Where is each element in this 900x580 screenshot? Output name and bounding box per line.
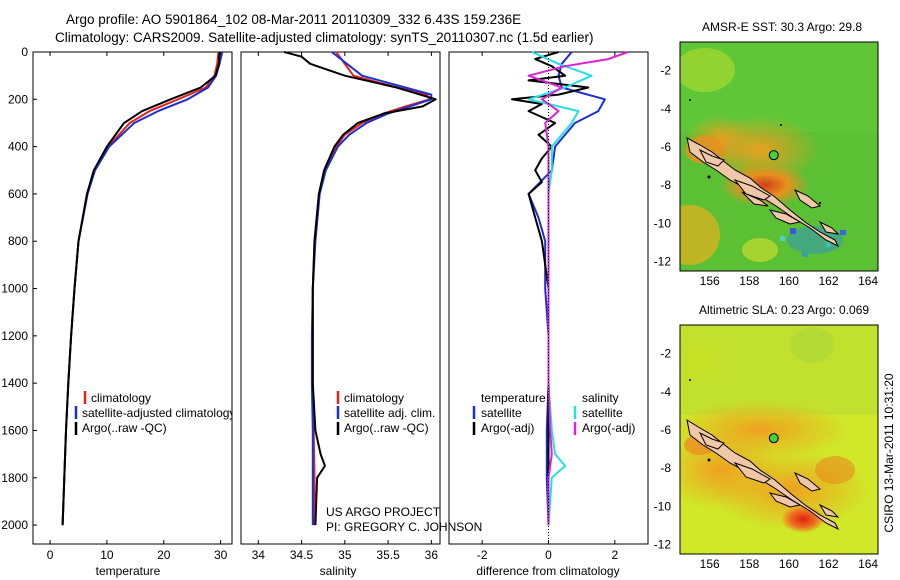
salinity-xtick-label: 36 [425, 548, 439, 562]
altimetric-sla-ytick-label: -12 [654, 537, 672, 551]
amsre-sst-xtick-label: 164 [858, 274, 878, 288]
temperature-series-blue [61, 51, 224, 526]
temperature-xtick-label: 0 [47, 548, 54, 562]
temperature-series-black [61, 51, 221, 526]
legend-label-argo: Argo(..raw -QC) [82, 421, 167, 435]
sst-map-frame [679, 41, 879, 272]
legend-label-temp-satellite: satellite [481, 406, 522, 420]
altimetric-sla-ytick-label: -6 [660, 423, 671, 437]
project-credit: US ARGO PROJECT [326, 505, 441, 519]
sst-argo-marker [768, 150, 779, 161]
legend-label-sal-satellite: satellite [582, 406, 623, 420]
salinity-xtick-label: 34.5 [290, 548, 314, 562]
temperature-xtick-label: 10 [100, 548, 114, 562]
header-line-2: Climatology: CARS2009. Satellite-adjuste… [55, 30, 594, 45]
difference-xtick-label: -2 [477, 548, 488, 562]
difference-legend: temperature salinity satellite Argo(-adj… [472, 391, 635, 435]
salinity-series-blue [310, 51, 433, 526]
altimetric-sla-ytick-label: -2 [660, 347, 671, 361]
temperature-ytick-label: 800 [8, 234, 28, 248]
salinity-legend: climatology satellite adj. clim. Argo(..… [336, 391, 435, 435]
salinity-xtick-label: 35.5 [376, 548, 400, 562]
sst-map-title: AMSR-E SST: 30.3 Argo: 29.8 [702, 20, 862, 34]
temperature-series-red [61, 51, 220, 526]
legend-label-argo: Argo(..raw -QC) [344, 421, 429, 435]
legend-overflow-mask [232, 395, 243, 425]
temperature-ytick-label: 600 [8, 187, 28, 201]
amsre-sst-ytick-label: -2 [660, 64, 671, 78]
temperature-ytick-label: 1600 [1, 423, 28, 437]
sla-argo-marker [768, 433, 779, 444]
amsre-sst-ytick-label: -10 [654, 216, 672, 230]
salinity-xtick-label: 35 [338, 548, 352, 562]
legend-label-satellite-adjusted: satellite-adjusted climatology [82, 406, 235, 420]
altimetric-sla-xtick-label: 164 [858, 557, 878, 571]
temperature-panel [32, 51, 233, 545]
amsre-sst-xtick-label: 160 [779, 274, 799, 288]
legend-label-climatology: climatology [91, 391, 151, 405]
difference-axis-label: difference from climatology [476, 564, 619, 578]
pi-credit: PI: GREGORY C. JOHNSON [326, 520, 482, 534]
amsre-sst-ytick-label: -6 [660, 140, 671, 154]
temperature-axis-label: temperature [96, 564, 161, 578]
legend-label-satellite-adj: satellite adj. clim. [344, 406, 435, 420]
temperature-ytick-label: 1400 [1, 376, 28, 390]
sla-map-title: Altimetric SLA: 0.23 Argo: 0.069 [699, 303, 869, 317]
legend-label-climatology: climatology [344, 391, 404, 405]
temperature-ytick-label: 0 [21, 45, 28, 59]
difference-series-blue [527, 51, 606, 526]
header-line-1: Argo profile: AO 5901864_102 08-Mar-2011… [66, 12, 521, 27]
amsre-sst-xtick-label: 156 [700, 274, 720, 288]
altimetric-sla-xtick-label: 162 [818, 557, 838, 571]
legend-label-sal-argo: Argo(-adj) [582, 421, 635, 435]
salinity-series-red [311, 51, 431, 526]
salinity-xtick-label: 34 [252, 548, 266, 562]
temperature-ytick-label: 1800 [1, 471, 28, 485]
amsre-sst-ytick-label: -4 [660, 102, 671, 116]
temperature-ytick-label: 1200 [1, 329, 28, 343]
altimetric-sla-ytick-label: -8 [660, 461, 671, 475]
temperature-ytick-label: 400 [8, 140, 28, 154]
legend-title-salinity: salinity [582, 391, 619, 405]
temperature-xtick-label: 30 [214, 548, 228, 562]
altimetric-sla-xtick-label: 160 [779, 557, 799, 571]
altimetric-sla-xtick-label: 156 [700, 557, 720, 571]
legend-title-temperature: temperature [481, 391, 546, 405]
amsre-sst-ytick-label: -12 [654, 254, 672, 268]
difference-series-cyan [527, 51, 593, 526]
amsre-sst-ytick-label: -8 [660, 178, 671, 192]
temperature-ytick-label: 1000 [1, 282, 28, 296]
salinity-series-black [284, 51, 437, 526]
temperature-xtick-label: 20 [157, 548, 171, 562]
difference-series-magenta [527, 51, 629, 526]
timestamp-stamp: CSIRO 13-Mar-2011 10:31:20 [882, 373, 896, 533]
altimetric-sla-xtick-label: 158 [739, 557, 759, 571]
salinity-panel [240, 51, 441, 545]
amsre-sst-xtick-label: 162 [818, 274, 838, 288]
legend-label-temp-argo: Argo(-adj) [481, 421, 534, 435]
sst-map [680, 42, 878, 271]
salinity-axis-label: salinity [320, 564, 357, 578]
difference-xtick-label: 0 [545, 548, 552, 562]
altimetric-sla-ytick-label: -10 [654, 499, 672, 513]
altimetric-sla-ytick-label: -4 [660, 385, 671, 399]
amsre-sst-xtick-label: 158 [739, 274, 759, 288]
sla-map [680, 325, 878, 554]
temperature-ytick-label: 2000 [1, 518, 28, 532]
temperature-ytick-label: 200 [8, 92, 28, 106]
temperature-legend: climatology satellite-adjusted climatolo… [74, 391, 235, 435]
sla-map-frame [679, 324, 879, 555]
difference-xtick-label: 2 [611, 548, 618, 562]
